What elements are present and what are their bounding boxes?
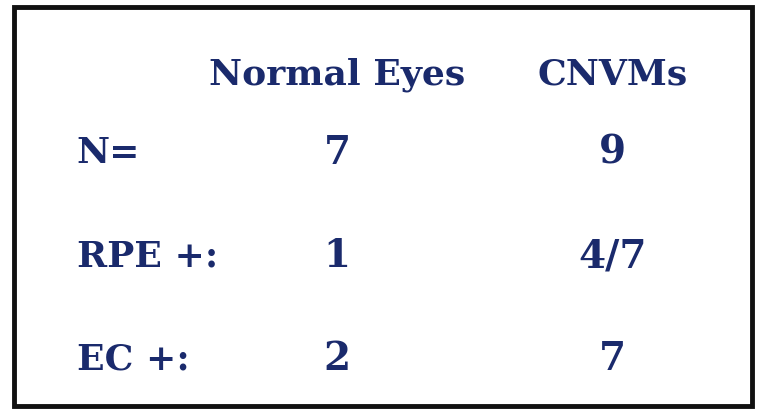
Text: CNVMs: CNVMs bbox=[538, 57, 688, 91]
Text: 2: 2 bbox=[323, 340, 351, 378]
FancyBboxPatch shape bbox=[14, 7, 752, 406]
Text: RPE +:: RPE +: bbox=[77, 239, 218, 273]
Text: 7: 7 bbox=[323, 134, 351, 172]
Text: EC +:: EC +: bbox=[77, 342, 189, 376]
Text: 9: 9 bbox=[599, 134, 627, 172]
Text: 4/7: 4/7 bbox=[578, 237, 647, 275]
Text: N=: N= bbox=[77, 136, 140, 170]
Text: 7: 7 bbox=[599, 340, 627, 378]
Text: 1: 1 bbox=[323, 237, 351, 275]
Text: Normal Eyes: Normal Eyes bbox=[209, 57, 465, 92]
